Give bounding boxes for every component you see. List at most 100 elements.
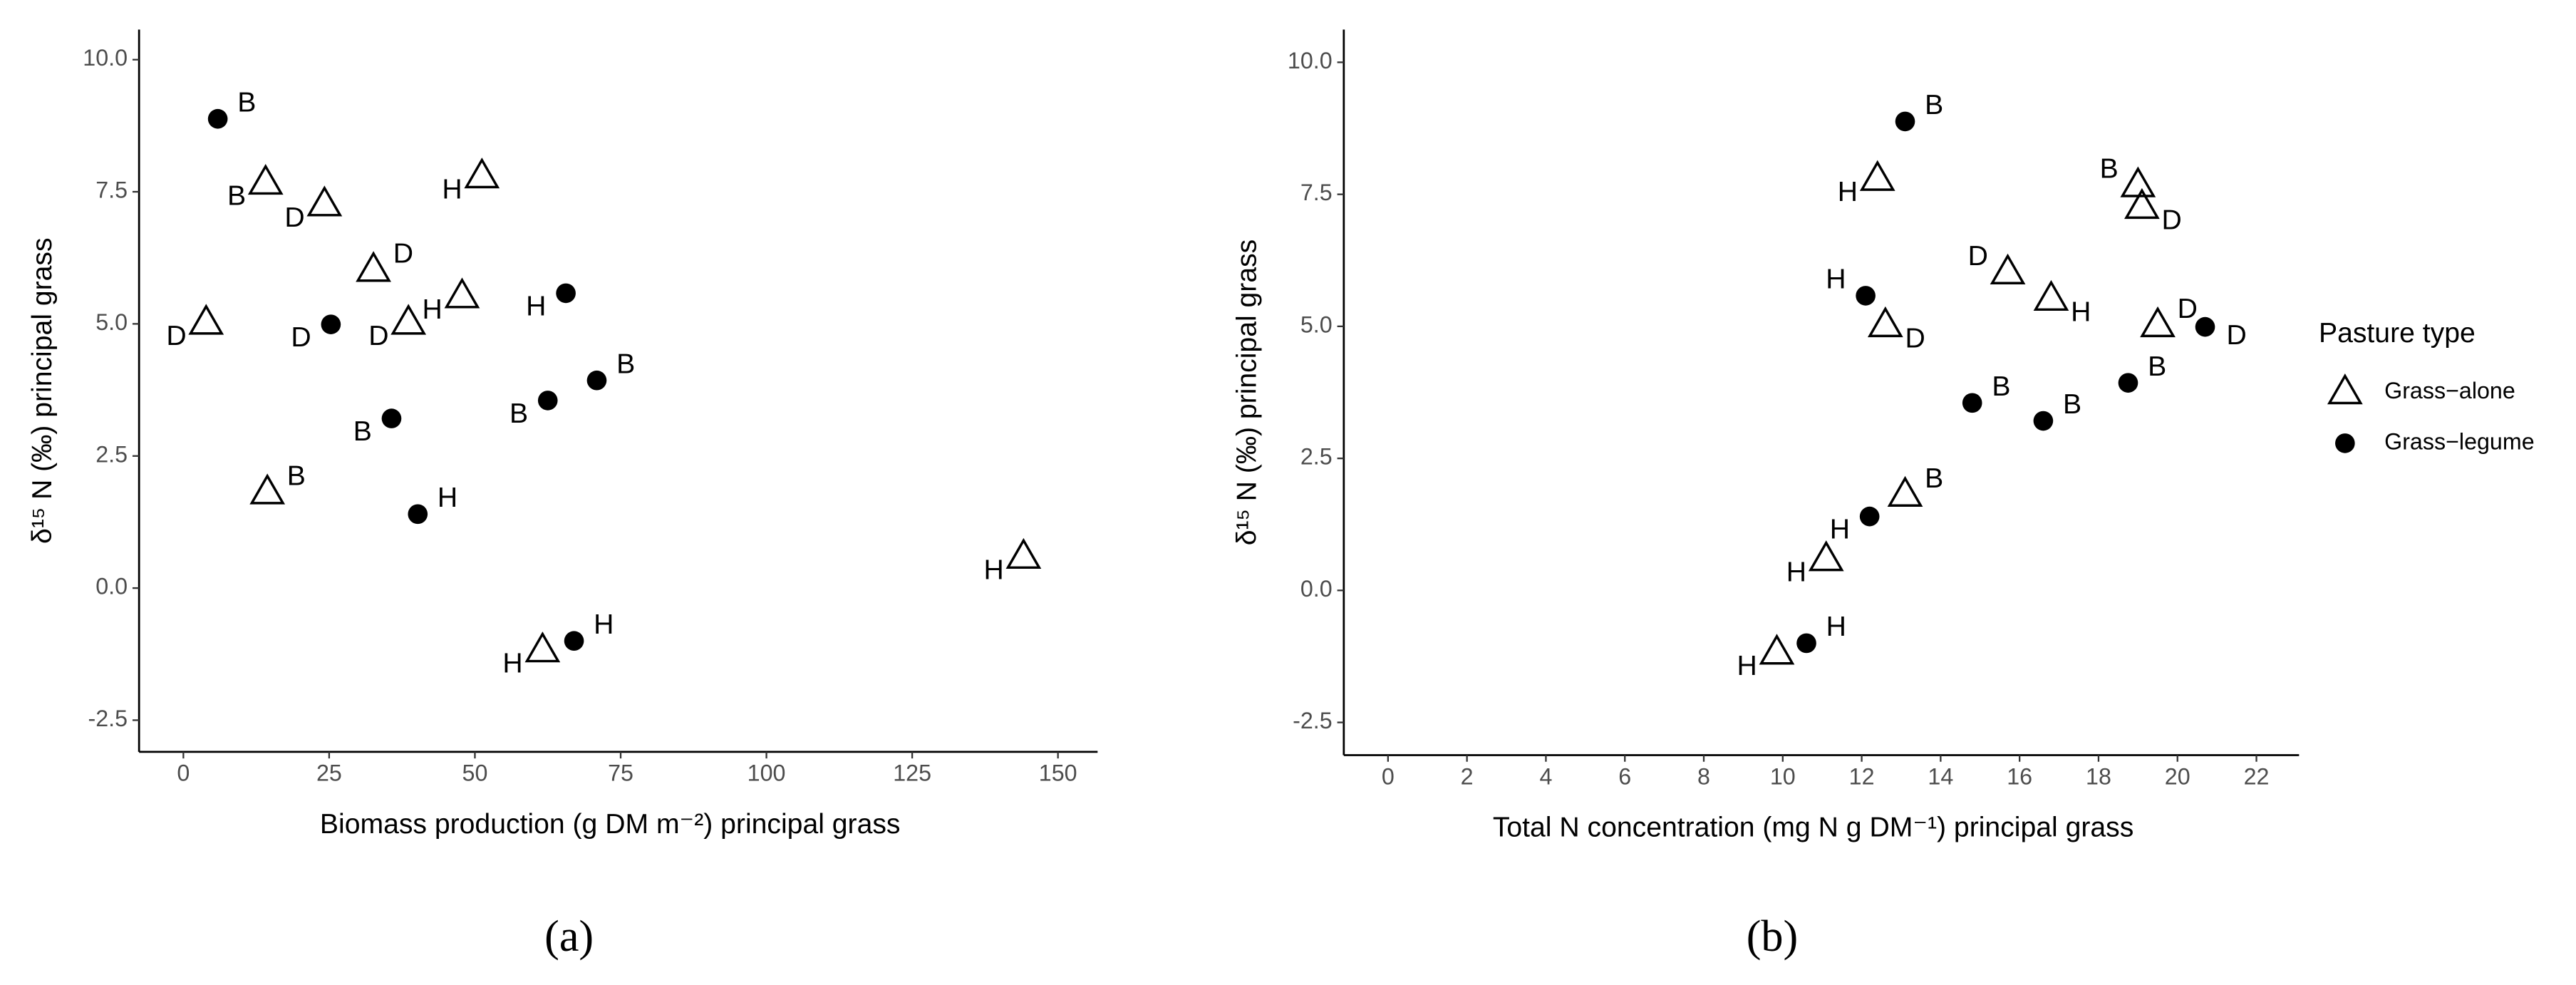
x-tick-label: 8: [1697, 763, 1710, 789]
point-label: B: [237, 87, 256, 118]
point-label: D: [284, 202, 304, 233]
y-tick-label: -2.5: [88, 706, 128, 731]
point-label: B: [616, 349, 635, 379]
point: [408, 504, 428, 525]
point-label: H: [438, 483, 457, 513]
x-axis-title: Total N concentration (mg N g DM⁻¹) prin…: [1493, 813, 2133, 843]
x-tick-label: 18: [2086, 763, 2111, 789]
point-label: H: [983, 555, 1003, 585]
point-label: B: [2148, 351, 2166, 382]
point-label: H: [1826, 264, 1846, 295]
y-tick-label: 7.5: [95, 177, 128, 203]
point-label: D: [1905, 323, 1925, 354]
point-label: D: [2162, 205, 2182, 235]
x-axis-title: Biomass production (g DM m⁻²) principal …: [320, 809, 901, 840]
point: [586, 370, 607, 391]
point: [2140, 306, 2176, 338]
point-label: B: [1992, 371, 2010, 402]
point: [188, 304, 224, 335]
x-tick-label: 125: [893, 760, 931, 786]
point: [1895, 111, 1915, 132]
x-tick-label: 150: [1039, 760, 1077, 786]
point-label: D: [291, 322, 311, 353]
x-tick-label: 50: [462, 760, 488, 786]
y-tick-label: 0.0: [1300, 576, 1333, 602]
point-label: H: [526, 291, 546, 321]
point: [1859, 506, 1880, 527]
x-tick-label: 0: [1382, 763, 1395, 789]
point: [1796, 633, 1816, 654]
x-tick-label: 22: [2244, 763, 2270, 789]
point-label: B: [227, 181, 246, 212]
point-label: B: [509, 398, 528, 429]
point-label: B: [2063, 389, 2081, 420]
point: [464, 158, 500, 189]
x-tick-label: 25: [316, 760, 342, 786]
point-label: B: [287, 461, 306, 492]
point-label: D: [2226, 320, 2246, 351]
point: [1808, 540, 1844, 572]
point: [2033, 411, 2054, 431]
point-label: H: [1830, 515, 1850, 545]
point: [1859, 160, 1895, 191]
y-tick-label: 5.0: [1300, 311, 1333, 337]
y-tick-label: 2.5: [95, 441, 128, 467]
point-label: B: [353, 416, 372, 447]
y-tick-label: 0.0: [95, 574, 128, 599]
x-tick-label: 4: [1539, 763, 1552, 789]
y-axis-title: δ¹⁵ N (‰) principal grass: [27, 237, 58, 543]
caption: (a): [544, 912, 594, 961]
x-tick-label: 75: [608, 760, 633, 786]
y-axis-title: δ¹⁵ N (‰) principal grass: [1232, 239, 1263, 545]
point-label: B: [1925, 90, 1943, 120]
point-label: H: [1737, 651, 1757, 681]
point: [2118, 373, 2138, 393]
point: [2033, 279, 2069, 311]
point-label: H: [594, 609, 614, 640]
point: [1990, 253, 2026, 284]
point-label: D: [166, 321, 186, 351]
y-tick-label: 10.0: [1288, 48, 1333, 73]
x-tick-label: 2: [1461, 763, 1474, 789]
caption: (b): [1747, 912, 1799, 961]
point: [444, 277, 480, 309]
point: [321, 314, 341, 334]
point: [1005, 537, 1042, 569]
legend-key: [2335, 433, 2355, 453]
legend-label: Grass−legume: [2384, 428, 2535, 454]
point-label: H: [423, 294, 443, 325]
point-label: D: [1968, 241, 1988, 272]
point: [1759, 634, 1795, 665]
point: [207, 108, 228, 129]
x-tick-label: 14: [1928, 763, 1953, 789]
x-tick-label: 6: [1618, 763, 1631, 789]
point: [390, 304, 427, 335]
point-label: H: [502, 649, 522, 679]
point: [1867, 306, 1903, 338]
y-tick-label: 10.0: [83, 45, 128, 71]
point-label: H: [442, 175, 462, 205]
y-tick-label: -2.5: [1293, 708, 1333, 733]
point-label: H: [1826, 612, 1846, 642]
point: [2195, 316, 2215, 337]
point: [2120, 166, 2156, 197]
point: [564, 631, 584, 651]
point: [1962, 393, 1982, 413]
x-tick-label: 16: [2007, 763, 2032, 789]
y-tick-label: 5.0: [95, 309, 128, 335]
point-label: D: [393, 238, 413, 269]
point: [247, 163, 284, 195]
point-label: H: [1838, 177, 1858, 207]
point: [537, 391, 558, 411]
point: [1856, 286, 1876, 306]
y-tick-label: 2.5: [1300, 444, 1333, 470]
point: [356, 251, 391, 282]
point: [2124, 187, 2160, 220]
legend-key: [2327, 373, 2363, 405]
x-tick-label: 10: [1770, 763, 1796, 789]
point-label: B: [2100, 154, 2119, 185]
point: [249, 473, 286, 505]
x-tick-label: 20: [2165, 763, 2190, 789]
point: [556, 283, 576, 304]
